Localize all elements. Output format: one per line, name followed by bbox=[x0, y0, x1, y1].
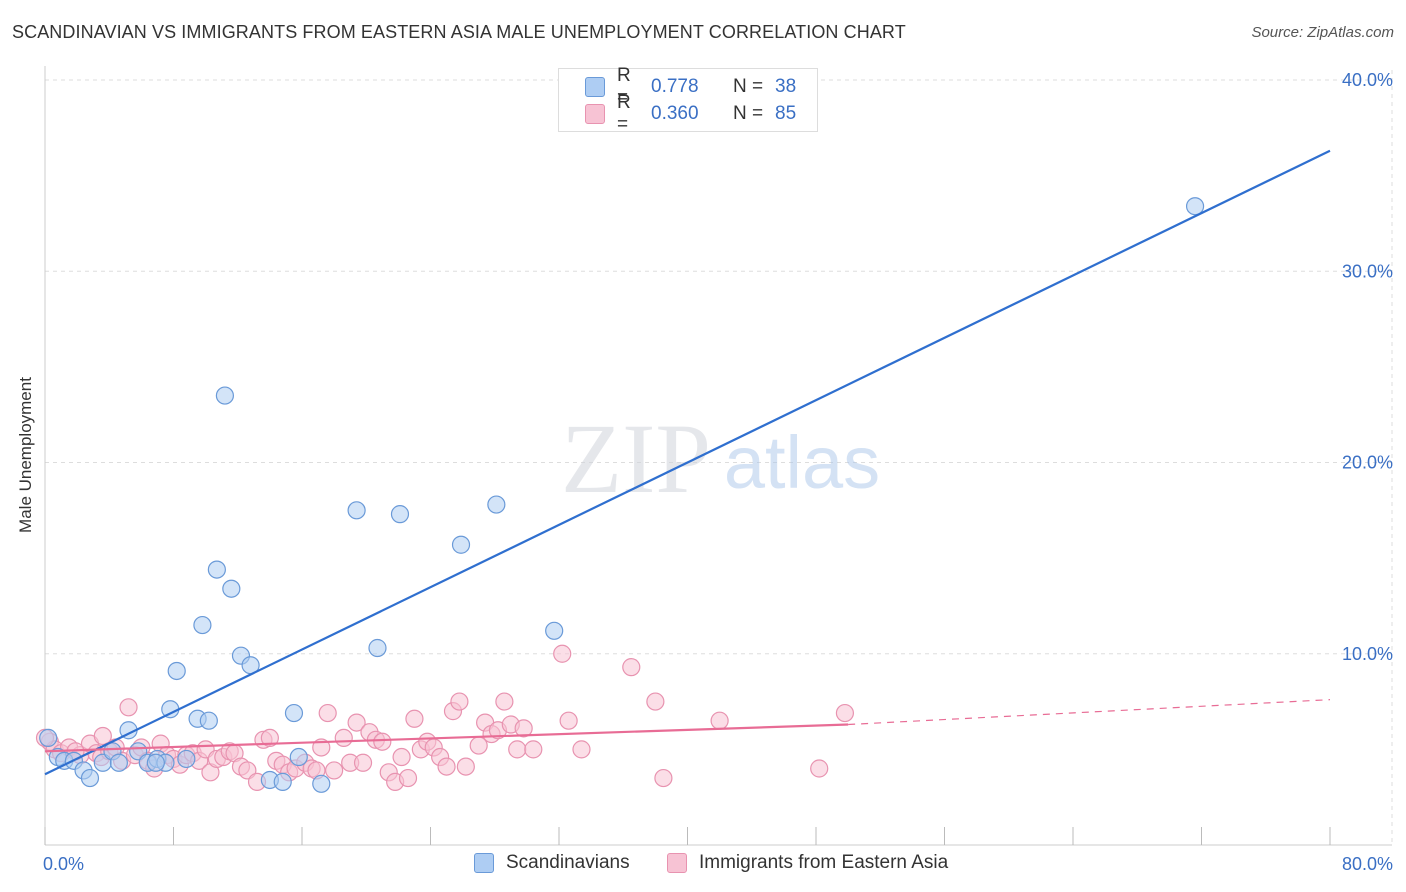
data-point bbox=[810, 759, 829, 778]
data-point bbox=[167, 661, 186, 681]
data-point bbox=[368, 638, 387, 658]
tick-labels: 10.0% 20.0% 30.0% 40.0% 0.0% 80.0% bbox=[43, 70, 1393, 874]
data-point bbox=[835, 703, 855, 723]
n-label: N = bbox=[733, 103, 764, 124]
data-point bbox=[260, 728, 279, 748]
data-point bbox=[347, 713, 366, 732]
data-point bbox=[545, 621, 564, 640]
legend-swatch-pink bbox=[585, 104, 605, 124]
r-value: 0.360 bbox=[651, 103, 699, 124]
data-point bbox=[119, 698, 138, 717]
data-point bbox=[284, 703, 304, 723]
data-point bbox=[334, 728, 353, 748]
data-point bbox=[524, 740, 543, 759]
data-point bbox=[559, 711, 578, 730]
data-point bbox=[622, 658, 641, 677]
grid-lines bbox=[45, 70, 1393, 845]
data-point bbox=[177, 749, 196, 769]
watermark-atlas: atlas bbox=[724, 421, 880, 504]
x-tick-label: 0.0% bbox=[43, 854, 84, 874]
data-point bbox=[289, 747, 308, 767]
n-value: 85 bbox=[775, 103, 797, 124]
legend-swatch-blue bbox=[585, 77, 605, 97]
data-point bbox=[451, 535, 471, 554]
data-point bbox=[353, 753, 373, 772]
data-point bbox=[215, 386, 234, 405]
data-point bbox=[347, 501, 366, 520]
data-point bbox=[146, 753, 165, 772]
data-point bbox=[450, 692, 469, 711]
trend-lines bbox=[44, 149, 1331, 776]
data-point bbox=[710, 711, 729, 730]
data-point bbox=[553, 644, 572, 663]
r-label: R = bbox=[617, 65, 631, 108]
data-point bbox=[193, 615, 212, 635]
r-value: 0.778 bbox=[651, 76, 699, 97]
correlation-legend: R = 0.778 N = 38 R = 0.360 N = 85 bbox=[558, 65, 818, 135]
chart-title: SCANDINAVIAN VS IMMIGRANTS FROM EASTERN … bbox=[12, 22, 906, 42]
legend-label: Scandinavians bbox=[506, 852, 630, 873]
data-point bbox=[318, 703, 337, 723]
source-credit: Source: ZipAtlas.com bbox=[1251, 24, 1394, 41]
immigrants-trend-extension bbox=[848, 699, 1331, 726]
scandinavians-trend-line bbox=[44, 149, 1331, 776]
data-point bbox=[1185, 197, 1205, 216]
data-point bbox=[646, 692, 665, 711]
legend-row-scandinavians: R = 0.778 N = 38 bbox=[585, 65, 797, 108]
y-tick-label: 30.0% bbox=[1342, 261, 1393, 281]
y-tick-label: 10.0% bbox=[1342, 644, 1393, 664]
legend-row-immigrants: R = 0.360 N = 85 bbox=[585, 92, 797, 135]
legend-item-immigrants[interactable]: Immigrants from Eastern Asia bbox=[667, 852, 948, 874]
data-point bbox=[80, 768, 100, 788]
data-point bbox=[456, 757, 475, 776]
data-point bbox=[273, 772, 292, 791]
legend-swatch-pink bbox=[667, 853, 687, 873]
data-point bbox=[312, 774, 331, 793]
scandinavians-points bbox=[39, 197, 1205, 793]
data-point bbox=[222, 579, 241, 598]
legend-label: Immigrants from Eastern Asia bbox=[699, 852, 949, 873]
data-point bbox=[508, 740, 527, 759]
watermark-zip: ZIP bbox=[561, 403, 711, 514]
data-point bbox=[39, 728, 58, 748]
y-tick-label: 20.0% bbox=[1342, 453, 1393, 473]
data-point bbox=[373, 732, 392, 751]
data-point bbox=[572, 740, 591, 759]
data-point bbox=[390, 505, 410, 524]
data-point bbox=[93, 726, 112, 746]
data-point bbox=[495, 692, 514, 711]
legend-item-scandinavians[interactable]: Scandinavians bbox=[474, 852, 630, 874]
axes bbox=[44, 66, 1392, 846]
data-point bbox=[392, 747, 411, 767]
immigrants-trend-line bbox=[44, 723, 849, 753]
data-point bbox=[398, 768, 418, 788]
data-point bbox=[405, 709, 424, 728]
data-point bbox=[437, 757, 456, 776]
data-point bbox=[325, 761, 344, 780]
legend-swatch-blue bbox=[474, 853, 494, 873]
r-label: R = bbox=[617, 92, 631, 135]
n-value: 38 bbox=[775, 76, 797, 97]
data-point bbox=[207, 560, 226, 579]
data-point bbox=[654, 768, 673, 788]
data-point bbox=[514, 719, 533, 738]
data-point bbox=[199, 711, 218, 730]
y-tick-label: 40.0% bbox=[1342, 70, 1393, 90]
data-point bbox=[487, 495, 506, 514]
x-tick-label: 80.0% bbox=[1342, 854, 1393, 874]
data-point bbox=[109, 753, 128, 772]
series-legend: Scandinavians Immigrants from Eastern As… bbox=[0, 852, 1406, 878]
n-label: N = bbox=[733, 76, 764, 97]
